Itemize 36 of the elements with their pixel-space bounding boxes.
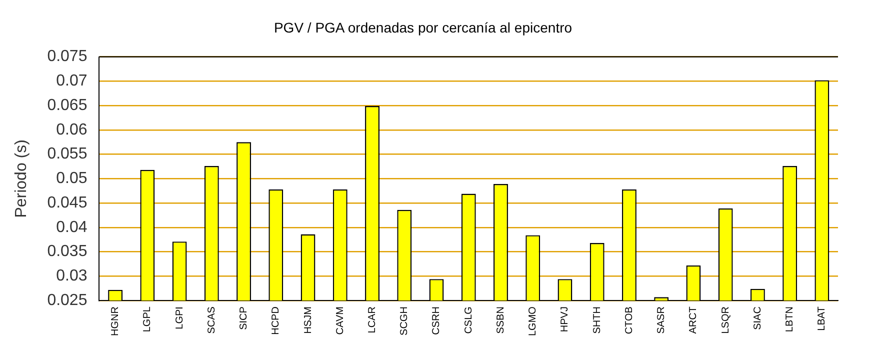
x-tick-label: SSBN (495, 306, 506, 334)
x-tick-label: CAVM (334, 306, 346, 335)
x-tick-label: LCAR (367, 306, 378, 334)
x-tick-label: SASR (656, 306, 668, 334)
x-tick-label: HCPD (270, 306, 282, 335)
x-tick-label: LGPL (142, 306, 154, 332)
x-tick-label: CSRH (431, 306, 442, 335)
x-tick-label: HGNR (110, 306, 122, 336)
y-tick-label: 0.075 (47, 48, 88, 66)
y-tick-label: 0.04 (56, 218, 88, 236)
x-tick-label: CSLG (463, 306, 474, 334)
y-tick-label: 0.055 (47, 146, 88, 163)
chart-title: PGV / PGA ordenadas por cercanía al epicentro (274, 19, 572, 36)
x-tick-label: LBAT (816, 306, 828, 331)
x-tick-label: ARCT (688, 306, 700, 334)
y-axis-title: Periodo (s) (13, 140, 30, 218)
x-tick-label: LGPI (174, 306, 186, 330)
x-tick-label: CTOB (624, 306, 635, 334)
x-tick-label: SCGH (399, 306, 410, 336)
x-tick-label: LGMO (528, 306, 539, 336)
x-tick-label: SICP (238, 306, 250, 330)
y-tick-label: 0.045 (47, 194, 88, 212)
y-tick-label: 0.07 (56, 72, 88, 90)
y-tick-label: 0.025 (47, 292, 88, 309)
y-tick-label: 0.03 (56, 268, 88, 285)
x-tick-label: SIAC (752, 306, 764, 330)
y-tick-label: 0.065 (47, 96, 88, 114)
y-tick-label: 0.05 (56, 170, 88, 188)
y-tick-label: 0.06 (56, 121, 88, 138)
x-tick-label: LBTN (784, 306, 796, 332)
x-tick-label: HPVJ (560, 306, 571, 332)
x-tick-label: SHTH (592, 306, 603, 334)
x-tick-label: HSJM (302, 306, 314, 334)
y-tick-label: 0.035 (47, 243, 88, 260)
x-tick-label: LSQR (720, 306, 732, 334)
x-tick-label: SCAS (206, 306, 218, 334)
